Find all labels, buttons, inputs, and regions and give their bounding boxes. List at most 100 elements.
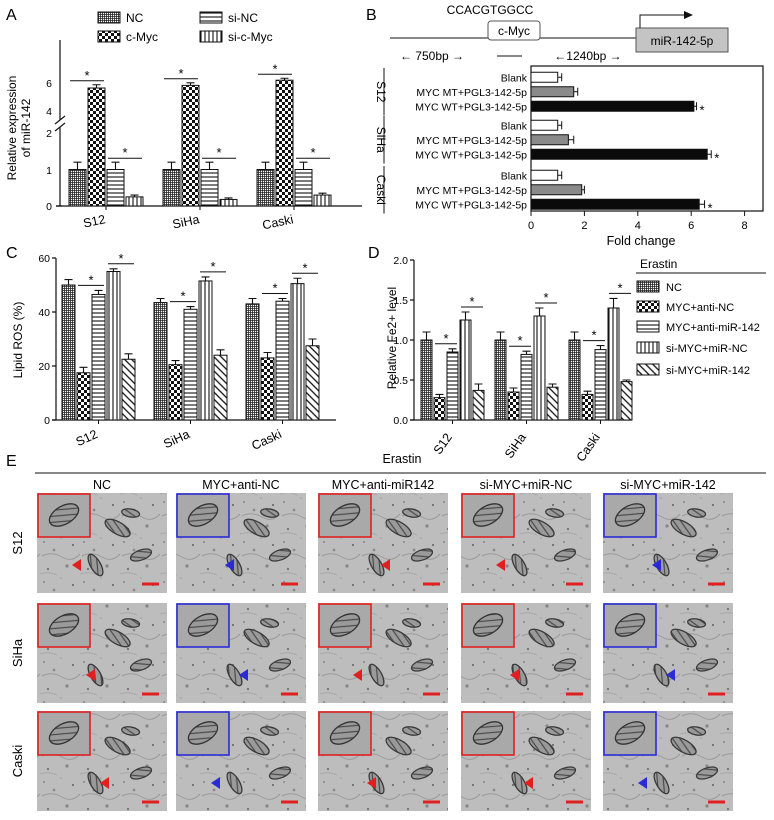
panel-d-ytick: 2.0 (393, 255, 408, 267)
bar-myc-anti-mir-142-s12 (446, 351, 459, 421)
arrowhead-marker (86, 669, 95, 681)
panel-a-ylabel-line2: of miR-142 (19, 98, 33, 157)
arrowhead-marker (353, 669, 362, 681)
significance-star: * (591, 328, 596, 343)
category-label-siha: SiHa (171, 212, 200, 231)
error-bar (79, 366, 88, 373)
mitochondrion (511, 553, 528, 577)
inset-mitochondrion (614, 503, 646, 527)
bar-si-nc-caski (294, 169, 313, 207)
bar-si-myc-mir-nc-caski (290, 283, 305, 421)
bar-myc-anti-nc-s12 (433, 397, 446, 421)
panel-letter-e: E (6, 453, 17, 470)
bar-si-c-myc-caski (313, 194, 332, 207)
inset-mitochondrion (48, 613, 80, 637)
mitochondrion (129, 548, 153, 562)
legend-swatch-si-myc-mir-142 (636, 363, 660, 376)
error-bar (474, 383, 483, 391)
mitochondrion (545, 618, 565, 628)
inset-mitochondrion (329, 613, 361, 637)
mitochondrion (670, 628, 697, 648)
column-label-nc: NC (93, 478, 111, 492)
inset-mitochondrion (614, 721, 646, 745)
inset-mitochondrion (187, 503, 219, 527)
arrowhead-marker (100, 777, 109, 789)
mitochondrion (268, 658, 292, 672)
category-label-siha: SiHa (161, 427, 192, 451)
arrowhead-marker (72, 559, 81, 571)
row-label-myc-mt-pgl3-142-5p: MYC MT+PGL3-142-5p (416, 185, 527, 197)
bar-c-myc-siha (181, 84, 200, 207)
distance-750bp: ← 750bp → (400, 49, 464, 63)
error-bar (435, 393, 444, 398)
mitochondrion (243, 736, 270, 756)
em-image-caski-nc (37, 711, 167, 811)
mitochondrion (402, 726, 422, 736)
bar-caski-myc-mt-pgl3-142-5p (530, 184, 583, 196)
mitochondrion (268, 766, 292, 780)
bar-nc-caski (245, 303, 260, 421)
mitochondrion (129, 658, 153, 672)
mitochondrion (653, 663, 670, 687)
mitochondrion (511, 771, 528, 795)
bar-myc-anti-nc-caski (260, 357, 275, 421)
bar-si-c-myc-siha (219, 198, 238, 207)
arrowhead-marker (367, 777, 376, 789)
mitochondrion (243, 628, 270, 648)
error-bar (622, 379, 631, 382)
arrowhead-marker (510, 669, 519, 681)
panel-d-plot: S12 * * SiHa * * Caski * * (410, 280, 633, 464)
legend-label-si-myc-mir-142: si-MYC+miR-142 (666, 365, 750, 377)
error-bar (699, 200, 706, 209)
significance-star: * (302, 260, 307, 275)
row-label-caski: Caski (10, 745, 25, 778)
promoter-sequence: CCACGTGGCC (447, 3, 534, 17)
column-label-si-myc-mir-nc: si-MYC+miR-NC (480, 478, 573, 492)
error-bar (186, 306, 195, 310)
mitochondrion (687, 618, 707, 628)
error-bar (583, 390, 592, 395)
error-bar (557, 171, 563, 180)
inset-mitochondrion (472, 613, 504, 637)
significance-star: * (88, 272, 93, 287)
category-label-s12: S12 (82, 212, 107, 230)
bar-nc-siha (153, 302, 168, 421)
panel-c-plot: S12 * * SiHa * * Caski * * (52, 251, 336, 453)
panel-b-xlabel: Fold change (607, 234, 676, 248)
bar-nc-siha (494, 339, 507, 421)
error-bar (278, 297, 287, 302)
error-bar (522, 350, 531, 355)
mitochondrion (670, 736, 697, 756)
panel-a-ytick: 0 (46, 201, 52, 213)
bar-c-myc-s12 (87, 87, 106, 207)
error-bar (461, 311, 470, 320)
tss-arrowhead (684, 11, 693, 19)
x-tick-label: 8 (742, 220, 748, 232)
bar-s12-myc-wt-pgl3-142-5p (530, 100, 695, 112)
mitochondrion (226, 663, 243, 687)
panel-letter-d: D (368, 245, 380, 262)
category-label-caski: Caski (261, 212, 294, 232)
bar-myc-anti-nc-caski (581, 393, 594, 421)
inset-mitochondrion (472, 721, 504, 745)
panel-a-ytick: 2 (46, 128, 52, 140)
mitochondrion (243, 518, 270, 538)
em-image-siha-nc (37, 603, 167, 703)
mitochondrion (553, 658, 577, 672)
row-label-siha: SiHa (10, 638, 25, 667)
arrowhead-marker (211, 777, 220, 789)
mitochondrion (653, 771, 670, 795)
significance-star: * (180, 289, 185, 304)
legend-label-nc: NC (666, 282, 682, 294)
bar-myc-anti-mir-142-siha (520, 353, 533, 421)
row-label-myc-mt-pgl3-142-5p: MYC MT+PGL3-142-5p (416, 135, 527, 147)
bar-myc-anti-mir-142-caski (275, 300, 290, 421)
em-image-grid: NC MYC+anti-NC MYC+anti-miR142 si-MYC+miR-N… (10, 478, 733, 811)
panel-b-plot: 0 2 4 6 8 S12 Blank MYC MT+PGL3-142-5p MYC WT+PG… (374, 68, 748, 232)
mitochondrion (104, 736, 131, 756)
legend-swatch-myc-anti-mir-142 (636, 320, 660, 333)
mitochondrion (528, 518, 555, 538)
error-bar (318, 192, 327, 196)
panel-a-ytick: 1 (46, 165, 52, 177)
error-bar (509, 387, 518, 392)
